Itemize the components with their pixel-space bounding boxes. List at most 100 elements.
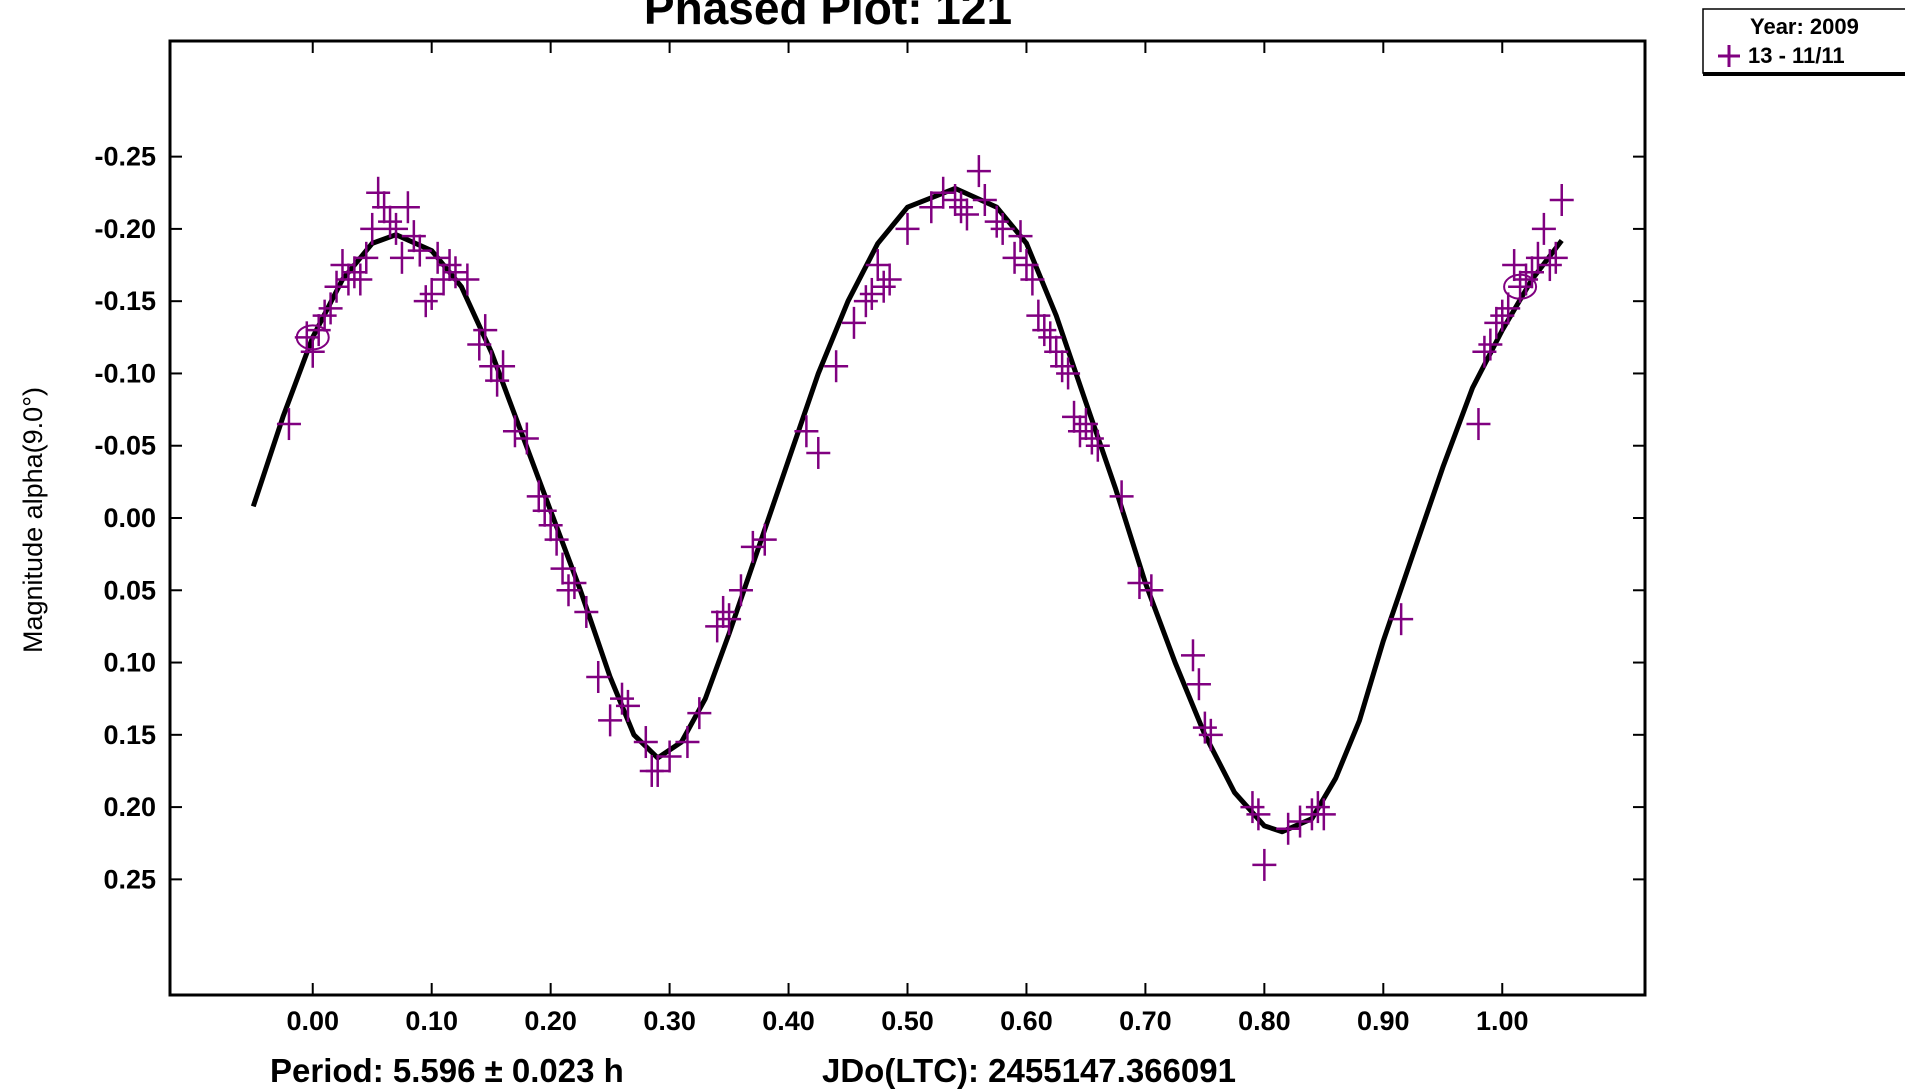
- data-point: [972, 184, 997, 216]
- data-point: [1478, 328, 1503, 361]
- y-tick-label: -0.10: [94, 358, 156, 388]
- legend-box: [1702, 8, 1905, 74]
- data-point: [312, 299, 337, 332]
- data-point: [443, 256, 468, 289]
- data-point: [502, 415, 527, 448]
- data-point: [354, 241, 379, 274]
- legend-entry-label: 13 - 11/11: [1748, 43, 1845, 68]
- data-point: [485, 364, 510, 397]
- data-point: [1288, 805, 1313, 838]
- data-point: [954, 198, 979, 231]
- data-point: [1020, 263, 1045, 296]
- data-point: [931, 176, 956, 209]
- y-tick-label: 0.25: [103, 864, 156, 894]
- y-axis-label: Magnitude alpha(9.0°): [18, 387, 48, 653]
- data-point: [1032, 314, 1057, 347]
- data-point: [1127, 567, 1152, 600]
- data-point: [1389, 603, 1414, 636]
- data-point: [1050, 350, 1075, 383]
- data-point: [1014, 249, 1039, 282]
- data-point: [841, 306, 866, 339]
- data-point: [366, 176, 391, 209]
- data-point: [598, 704, 623, 737]
- y-tick-label: -0.20: [94, 214, 156, 244]
- data-point: [794, 415, 819, 448]
- data-point: [318, 292, 343, 325]
- data-point: [1062, 400, 1087, 433]
- data-point: [401, 220, 426, 253]
- x-axis: 0.00 0.10 0.20 0.30 0.40 0.50 0.60 0.70 0.80 0.90…: [286, 41, 1529, 1036]
- data-point: [526, 480, 551, 513]
- data-point: [324, 270, 349, 303]
- data-point: [877, 263, 902, 296]
- data-point: [657, 740, 682, 773]
- x-tick-label: 0.70: [1119, 1006, 1172, 1036]
- legend: Year: 2009 13 - 11/11: [1702, 8, 1905, 76]
- data-point: [514, 422, 539, 455]
- data-point: [419, 277, 444, 310]
- data-point: [384, 212, 409, 245]
- data-point: [360, 212, 385, 245]
- x-tick-label: 1.00: [1476, 1006, 1529, 1036]
- data-point: [824, 350, 849, 383]
- data-point: [1537, 249, 1562, 282]
- data-point: [919, 191, 944, 224]
- data-point: [1186, 668, 1211, 701]
- data-point: [1311, 798, 1336, 831]
- data-point: [687, 697, 712, 730]
- legend-marker-plus: [1718, 45, 1740, 67]
- data-point: [425, 241, 450, 274]
- x-tick-label: 0.80: [1238, 1006, 1291, 1036]
- fit-curve: [250, 185, 1564, 835]
- data-point: [752, 523, 777, 556]
- data-point: [1484, 306, 1509, 339]
- data-point: [859, 277, 884, 310]
- data-point: [276, 408, 301, 441]
- y-tick-label: 0.10: [103, 648, 156, 678]
- x-tick-label: 0.50: [881, 1006, 934, 1036]
- data-point: [865, 249, 890, 282]
- data-point: [1026, 299, 1051, 332]
- x-tick-label: 0.90: [1357, 1006, 1410, 1036]
- chart-title: Phased Plot: 121: [644, 0, 1012, 34]
- data-point: [728, 574, 753, 607]
- data-point: [473, 314, 498, 347]
- data-point: [949, 191, 974, 224]
- fit-curve-layer: [250, 185, 1564, 835]
- data-point: [1240, 791, 1265, 824]
- data-point: [491, 350, 516, 383]
- data-point: [1079, 422, 1104, 455]
- y-tick-label: -0.05: [94, 431, 156, 461]
- data-point: [467, 328, 492, 361]
- data-point: [348, 263, 373, 296]
- x-tick-label: 0.00: [286, 1006, 339, 1036]
- data-point: [740, 530, 765, 563]
- data-point: [806, 436, 831, 469]
- y-tick-label: -0.15: [94, 286, 156, 316]
- legend-title: Year: 2009: [1750, 14, 1859, 39]
- data-point: [1305, 791, 1330, 824]
- data-point: [1044, 335, 1069, 368]
- x-tick-label: 0.10: [405, 1006, 458, 1036]
- data-point: [705, 610, 730, 643]
- data-point: [378, 205, 403, 238]
- data-point: [550, 552, 575, 585]
- data-point: [675, 726, 700, 759]
- data-point: [853, 285, 878, 318]
- data-point: [1531, 212, 1556, 245]
- data-point: [1109, 480, 1134, 513]
- data-point: [1549, 184, 1574, 216]
- data-point: [437, 249, 462, 282]
- data-point: [1180, 639, 1205, 672]
- data-point: [413, 285, 438, 318]
- data-point: [1198, 718, 1223, 751]
- x-tick-label: 0.20: [524, 1006, 577, 1036]
- data-point: [1252, 848, 1277, 881]
- data-point: [966, 155, 991, 188]
- data-point: [538, 509, 563, 542]
- data-point: [871, 270, 896, 303]
- data-point: [990, 212, 1015, 245]
- data-point: [300, 335, 325, 368]
- data-point: [574, 595, 599, 628]
